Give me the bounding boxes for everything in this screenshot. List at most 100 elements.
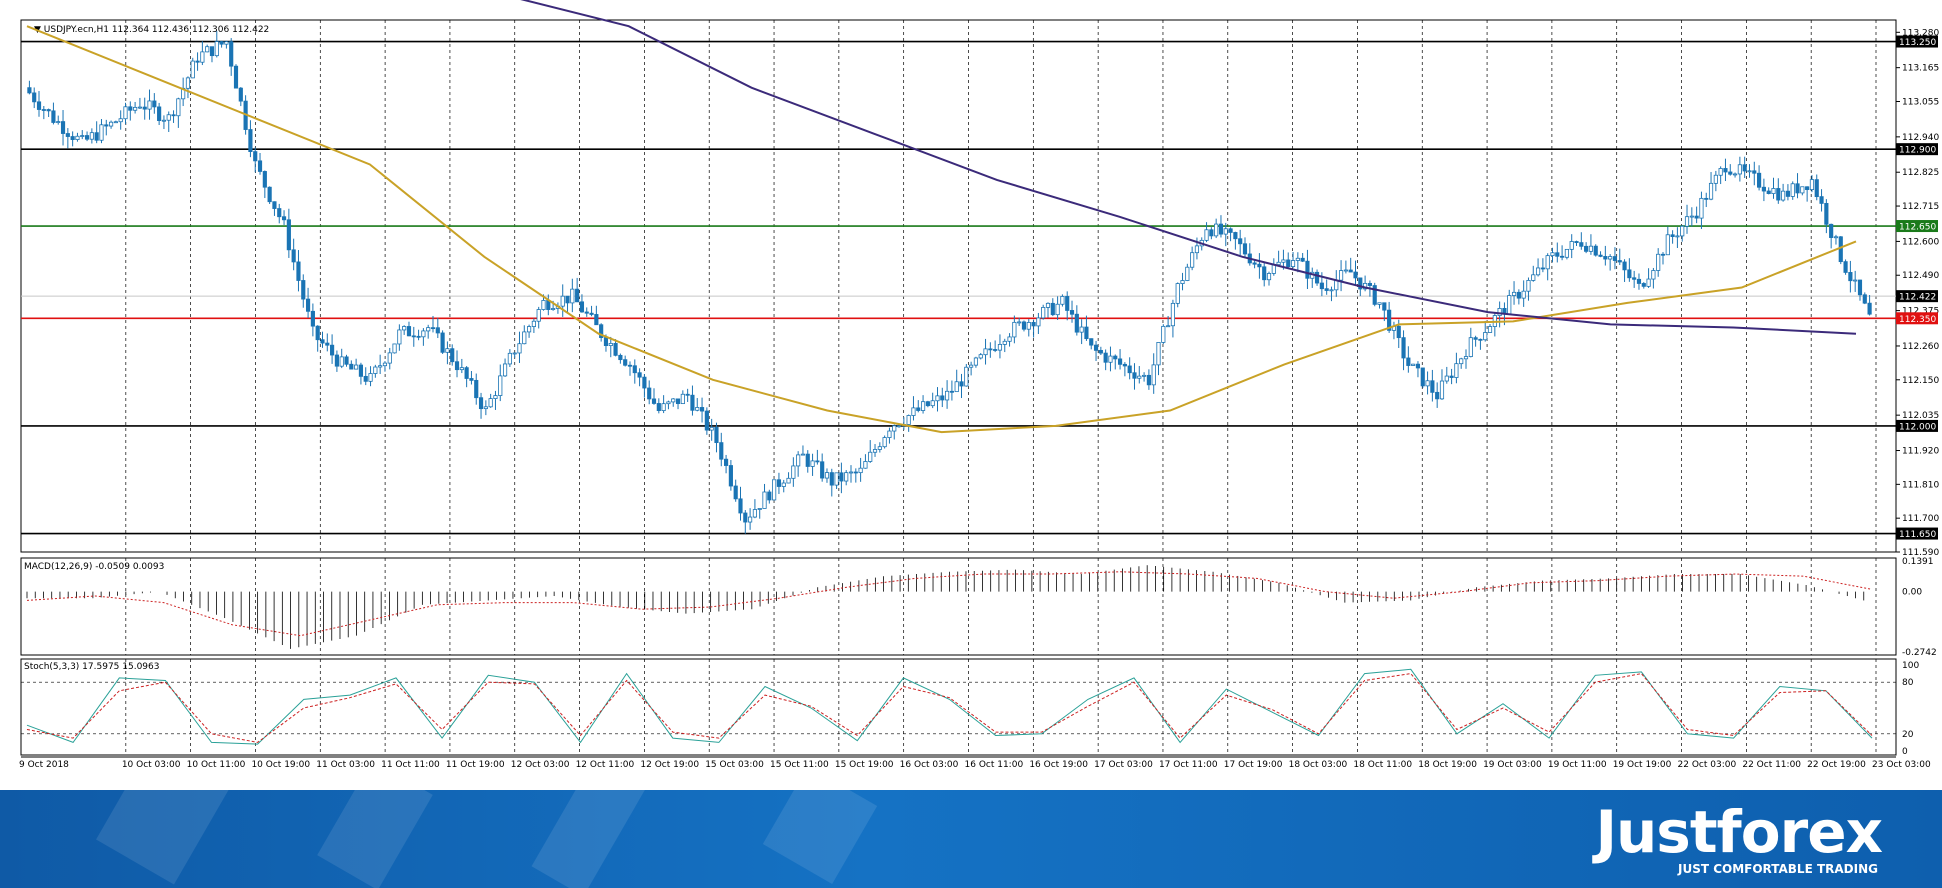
candle-body <box>1723 168 1728 173</box>
time-tick-label: 15 Oct 11:00 <box>770 760 829 770</box>
price-level-label: 112.422 <box>1899 293 1936 303</box>
candle-body <box>752 509 757 518</box>
candle-body <box>1435 391 1440 400</box>
candle-body <box>911 407 916 416</box>
candle-body <box>1843 261 1848 273</box>
time-tick-label: 23 Oct 03:00 <box>1872 760 1931 770</box>
candle-body <box>767 491 772 501</box>
candle-body <box>1017 321 1022 324</box>
candle-body <box>1680 225 1685 237</box>
candle-body <box>983 348 988 356</box>
candle-body <box>1041 307 1046 319</box>
candle-body <box>1276 261 1281 266</box>
price-axis-label: 112.490 <box>1902 271 1939 281</box>
candle-body <box>190 60 195 79</box>
price-axis-label: 111.700 <box>1902 514 1939 524</box>
stoch-axis-label: 20 <box>1902 730 1914 740</box>
candle-body <box>1468 337 1473 357</box>
price-level-tag <box>1896 220 1938 233</box>
candle-body <box>1675 235 1680 238</box>
candle-body <box>1636 278 1642 284</box>
candle-body <box>560 295 565 307</box>
candle-body <box>1632 277 1637 280</box>
candle-body <box>1415 363 1421 369</box>
candle-body <box>84 135 90 140</box>
candle-body <box>1238 238 1243 245</box>
candle-body <box>925 401 930 407</box>
candle-body <box>430 327 436 330</box>
candle-body <box>354 364 359 370</box>
candle-body <box>185 77 191 89</box>
candle-body <box>1021 321 1027 330</box>
candle-body <box>1372 285 1377 305</box>
candle-body <box>1507 295 1512 315</box>
candle-body <box>32 92 37 103</box>
candle-body <box>133 106 138 111</box>
candle-body <box>877 446 882 450</box>
candle-body <box>1122 363 1127 367</box>
candle-body <box>743 512 748 523</box>
candle-body <box>1857 279 1863 296</box>
candle-body <box>1214 223 1219 237</box>
candle-body <box>1098 349 1103 354</box>
candle-body <box>1036 317 1041 327</box>
candle-body <box>387 352 392 364</box>
macd-axis-label: -0.2742 <box>1902 648 1937 658</box>
candle-body <box>1161 325 1166 343</box>
candle-body <box>406 326 412 337</box>
brand-tagline: JUST COMFORTABLE TRADING <box>1677 862 1878 876</box>
candle-body <box>1497 308 1502 316</box>
candle-body <box>1737 164 1742 175</box>
candle-body <box>748 516 753 523</box>
candle-body <box>454 361 460 371</box>
candle-body <box>1684 216 1690 227</box>
macd-title: MACD(12,26,9) -0.0509 0.0093 <box>24 562 164 572</box>
candle-body <box>109 121 114 127</box>
candle-body <box>935 395 940 402</box>
candle-body <box>820 461 825 479</box>
price-axis-label: 112.035 <box>1902 411 1939 421</box>
candle-body <box>1838 236 1843 263</box>
candle-body <box>1805 186 1810 190</box>
decor-shard <box>531 790 649 888</box>
time-tick-label: 18 Oct 19:00 <box>1418 760 1477 770</box>
candle-body <box>416 335 421 338</box>
candle-body <box>762 491 767 509</box>
candle-body <box>1713 174 1718 184</box>
time-tick-label: 10 Oct 19:00 <box>251 760 310 770</box>
candle-body <box>1651 270 1656 280</box>
candle-body <box>512 352 517 355</box>
candle-body <box>978 354 983 359</box>
candle-body <box>1473 337 1478 340</box>
candle-body <box>791 465 796 479</box>
candle-body <box>690 394 695 411</box>
candle-body <box>176 98 181 117</box>
candle-body <box>1747 170 1752 173</box>
candle-body <box>248 129 253 152</box>
candle-body <box>738 498 743 514</box>
candle-body <box>647 387 652 400</box>
candle-body <box>1358 277 1363 290</box>
candle-body <box>599 324 604 338</box>
candle-body <box>1511 291 1517 296</box>
candle-body <box>209 46 215 57</box>
candle-body <box>954 381 959 393</box>
candle-body <box>46 109 51 112</box>
candle-body <box>680 393 685 405</box>
price-axis-label: 111.590 <box>1902 548 1939 558</box>
price-level-label: 112.900 <box>1899 146 1936 156</box>
candle-body <box>1660 253 1666 256</box>
candle-body <box>1142 374 1147 377</box>
decor-shard <box>96 790 234 885</box>
candle-body <box>1560 255 1565 258</box>
candle-body <box>1050 302 1055 316</box>
candle-body <box>1045 302 1051 308</box>
time-tick-label: 16 Oct 03:00 <box>900 760 959 770</box>
candle-body <box>1117 358 1123 365</box>
candle-body <box>916 407 921 411</box>
candle-body <box>709 426 714 431</box>
candle-body <box>1108 355 1113 363</box>
candle-body <box>969 364 974 368</box>
candle-body <box>1305 260 1310 279</box>
candle-body <box>1401 337 1406 359</box>
